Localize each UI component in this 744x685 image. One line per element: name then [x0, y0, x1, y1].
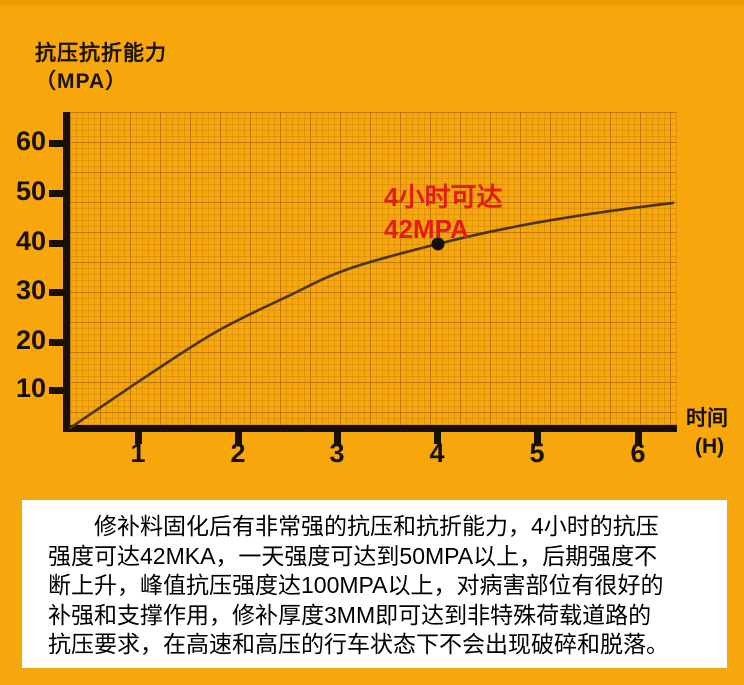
y-tick-label: 30	[15, 275, 46, 305]
y-tick	[49, 140, 63, 147]
x-tick	[235, 432, 242, 444]
x-tick-label: 5	[529, 438, 545, 468]
description-line: 强度可达42MKA，一天强度可达到50MPA以上，后期强度不	[48, 542, 658, 569]
x-tick	[635, 432, 642, 444]
description-line: 补强和支撑作用，修补厚度3MM即可达到非特殊荷载道路的	[48, 601, 652, 628]
x-tick-label: 3	[329, 438, 345, 468]
x-axis-title: 时间 (H)	[686, 405, 728, 461]
x-axis-title-line1: 时间	[686, 407, 728, 430]
y-tick-label: 60	[15, 126, 46, 156]
y-tick	[49, 289, 63, 296]
annotation-4h: 4小时可达 42MPA	[384, 181, 502, 245]
x-axis-title-line2: (H)	[695, 435, 725, 458]
description-line: 抗压要求，在高速和高压的行车状态下不会出现破碎和脱落。	[48, 631, 669, 657]
x-tick	[334, 432, 341, 444]
y-tick	[49, 387, 63, 394]
y-tick-label: 10	[15, 373, 46, 403]
x-tick	[135, 432, 142, 444]
plot-grid	[70, 112, 677, 425]
y-tick	[49, 339, 63, 346]
chart-title: 抗压抗折能力 （MPA）	[35, 40, 167, 96]
y-tick-label: 40	[15, 226, 46, 256]
x-tick-label: 2	[230, 438, 246, 468]
x-tick-label: 6	[630, 438, 646, 468]
description-panel: 修补料固化后有非常强的抗压和抗折能力，4小时的抗压 强度可达42MKA，一天强度…	[22, 500, 727, 668]
x-tick-label: 4	[429, 438, 445, 468]
x-axis-line	[63, 425, 677, 432]
chart-title-line1: 抗压抗折能力	[35, 42, 167, 65]
chart-title-line2: （MPA）	[35, 70, 128, 93]
y-tick-label: 50	[15, 176, 46, 206]
y-tick	[49, 240, 63, 247]
description-line: 断上升，峰值抗压强度达100MPA以上，对病害部位有很好的	[48, 572, 664, 598]
y-axis-line	[63, 112, 70, 432]
x-tick	[434, 432, 441, 444]
annotation-line2: 42MPA	[384, 214, 469, 244]
x-tick-label: 1	[130, 438, 146, 468]
top-accent-strip	[0, 0, 744, 5]
annotation-line1: 4小时可达	[384, 182, 503, 212]
y-tick-label: 20	[15, 325, 46, 355]
x-tick	[534, 432, 541, 444]
description-line: 修补料固化后有非常强的抗压和抗折能力，4小时的抗压	[48, 513, 659, 539]
y-tick	[49, 190, 63, 197]
